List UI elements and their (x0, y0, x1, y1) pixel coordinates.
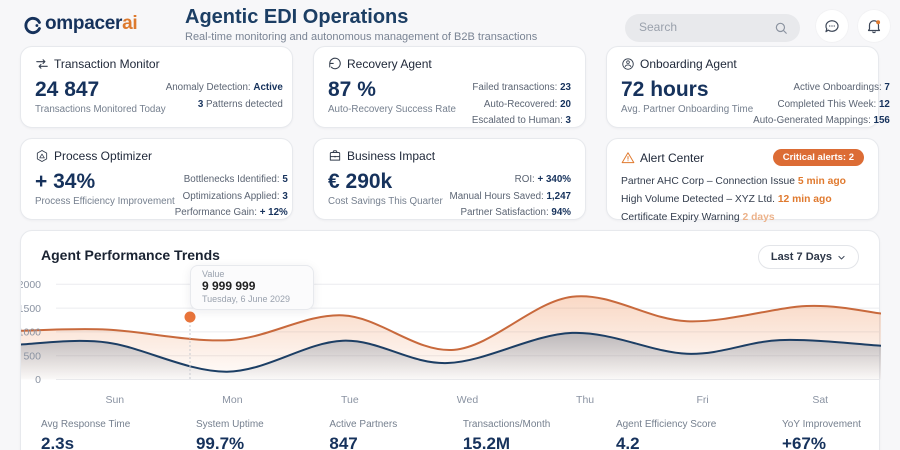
svg-text:0: 0 (35, 374, 41, 386)
svg-text:1500: 1500 (21, 303, 41, 315)
svg-text:500: 500 (23, 350, 41, 362)
svg-text:Wed: Wed (457, 394, 479, 406)
svg-text:Sun: Sun (105, 394, 124, 406)
svg-text:1000: 1000 (21, 327, 41, 339)
svg-text:2000: 2000 (21, 279, 41, 291)
svg-text:Tue: Tue (341, 394, 359, 406)
svg-text:Fri: Fri (696, 394, 708, 406)
svg-text:Sat: Sat (812, 394, 828, 406)
svg-text:Thu: Thu (576, 394, 594, 406)
svg-text:Mon: Mon (222, 394, 243, 406)
